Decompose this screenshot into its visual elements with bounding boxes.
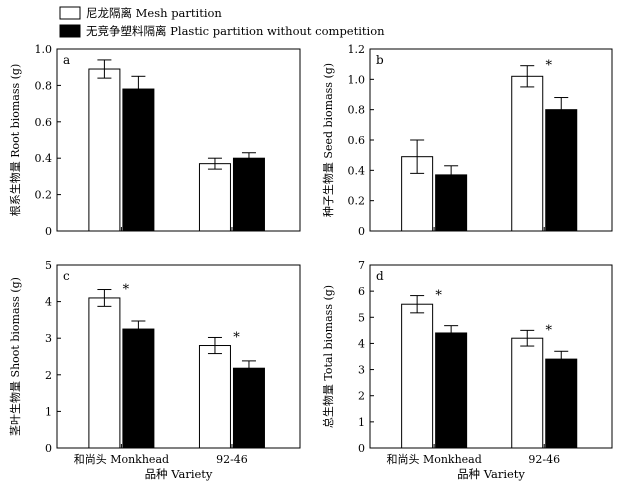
y-tick-label: 0.8 — [348, 104, 366, 117]
y-tick-label: 0.6 — [348, 134, 366, 147]
y-tick-label: 0.6 — [35, 116, 53, 129]
y-tick-label: 7 — [358, 259, 365, 272]
bar-mesh — [511, 75, 544, 232]
y-axis-label: 种子生物量 Seed biomass (g) — [321, 63, 335, 217]
panel-letter: d — [376, 269, 384, 283]
y-tick-label: 0 — [358, 442, 365, 455]
y-tick-label: 2 — [358, 390, 365, 403]
x-axis-label: 品种 Variety — [145, 467, 213, 481]
bar-plastic — [122, 328, 155, 449]
significance-star: * — [435, 289, 442, 304]
bar-mesh — [198, 163, 231, 232]
bar-mesh — [88, 68, 121, 232]
y-tick-label: 0.4 — [348, 164, 366, 177]
y-tick-label: 1.0 — [348, 73, 366, 86]
x-tick-label: 和尚头 Monkhead — [386, 452, 481, 466]
y-tick-label: 1.0 — [35, 43, 53, 56]
bar-mesh — [401, 303, 434, 449]
bar-plastic — [232, 157, 265, 232]
plot-frame — [56, 48, 301, 232]
y-tick-label: 1 — [358, 416, 365, 429]
significance-star: * — [233, 330, 240, 345]
legend-swatch-mesh — [59, 6, 81, 20]
panel-letter: b — [376, 53, 384, 67]
panel-letter: c — [63, 269, 70, 283]
significance-star: * — [123, 283, 130, 298]
x-tick-label: 92-46 — [528, 453, 560, 466]
chart-panels: a 0 0.2 0.4 0.6 0.8 1.0 根系生物量 Root biomass (g) b… — [8, 43, 613, 481]
plot-frame — [369, 264, 613, 449]
y-tick-label: 0.2 — [348, 195, 366, 208]
y-tick-label: 0 — [45, 442, 52, 455]
significance-star: * — [545, 59, 552, 74]
y-tick-label: 5 — [45, 259, 52, 272]
bar-plastic — [122, 88, 155, 232]
bar-plastic — [232, 367, 265, 449]
y-tick-label: 4 — [358, 337, 365, 350]
significance-star: * — [545, 323, 552, 338]
y-tick-label: 2 — [45, 369, 52, 382]
bar-plastic — [435, 332, 468, 449]
legend-label-mesh: 尼龙隔离 Mesh partition — [86, 6, 222, 20]
y-tick-label: 3 — [45, 332, 52, 345]
panel-a: a 0 0.2 0.4 0.6 0.8 1.0 根系生物量 Root biomass (g) — [8, 43, 301, 238]
plot-frame — [56, 264, 301, 449]
panel-b: b 0 0.2 0.4 0.6 0.8 1.0 1.2 种子生物量 Seed biomass (… — [321, 43, 613, 238]
legend-label-plastic: 无竞争塑料隔离 Plastic partition without compet… — [86, 24, 385, 38]
y-tick-label: 0.8 — [35, 79, 53, 92]
bar-plastic — [545, 109, 578, 232]
bar-mesh — [88, 297, 121, 449]
y-axis-label: 茎叶生物量 Shoot biomass (g) — [8, 277, 22, 436]
y-tick-label: 3 — [358, 364, 365, 377]
legend-swatch-plastic — [59, 24, 81, 38]
y-tick-label: 4 — [45, 296, 52, 309]
y-axis-label: 根系生物量 Root biomass (g) — [8, 64, 22, 217]
y-tick-label: 5 — [358, 311, 365, 324]
y-tick-label: 0 — [358, 225, 365, 238]
bar-mesh — [511, 337, 544, 449]
y-axis-label: 总生物量 Total biomass (g) — [321, 285, 335, 428]
y-tick-label: 1.2 — [348, 43, 366, 56]
panel-d: d 0 1 2 3 4 5 6 7 总生物量 Total biomass (g) 和尚头 Monkh… — [321, 259, 613, 481]
panel-c: c 0 1 2 3 4 5 茎叶生物量 Shoot biomass (g) 和尚头 Monkhe… — [8, 259, 301, 481]
bar-mesh — [198, 345, 231, 449]
x-axis-label: 品种 Variety — [457, 467, 525, 481]
legend: 尼龙隔离 Mesh partition 无竞争塑料隔离 Plastic part… — [59, 6, 385, 38]
y-tick-label: 1 — [45, 405, 52, 418]
x-tick-label: 和尚头 Monkhead — [74, 452, 169, 466]
y-tick-label: 0.2 — [35, 189, 53, 202]
y-tick-label: 6 — [358, 285, 365, 298]
y-tick-label: 0.4 — [35, 152, 53, 165]
x-tick-label: 92-46 — [216, 453, 248, 466]
y-tick-label: 0 — [45, 225, 52, 238]
bar-plastic — [545, 358, 578, 449]
panel-letter: a — [63, 53, 70, 67]
